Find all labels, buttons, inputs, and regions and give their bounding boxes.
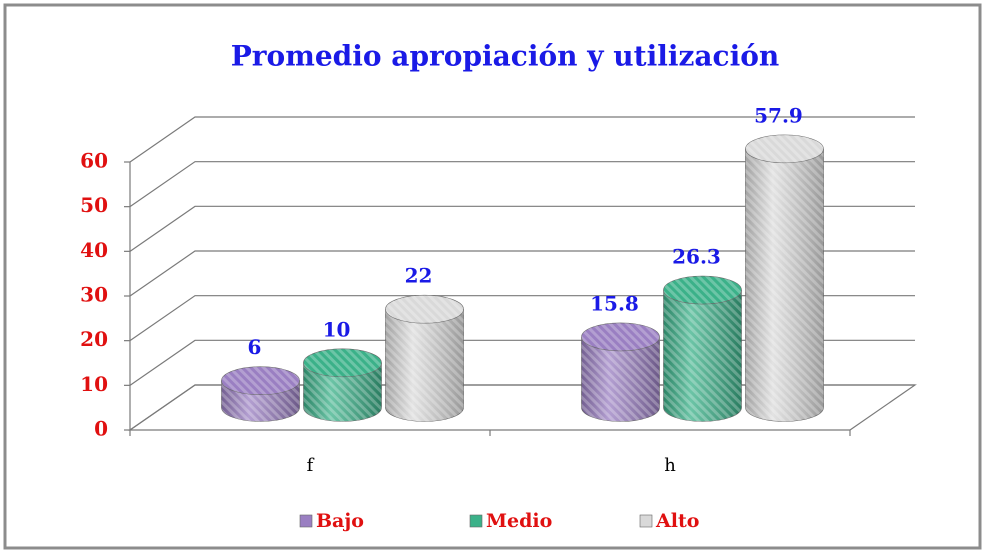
bar-hatch — [745, 148, 824, 422]
legend-label: Medio — [486, 510, 552, 532]
bar-hatch — [385, 309, 464, 422]
value-label: 15.8 — [590, 291, 639, 315]
bar-top-hatch — [581, 322, 660, 351]
bar-hatch — [663, 290, 742, 422]
legend-label: Bajo — [316, 510, 364, 532]
y-tick-label: 30 — [80, 283, 108, 307]
bar-top-hatch — [745, 134, 824, 163]
y-tick-label: 10 — [80, 372, 108, 396]
value-label: 22 — [405, 264, 433, 288]
x-tick-label: f — [307, 455, 315, 476]
y-tick-label: 40 — [80, 238, 108, 262]
grid-line — [129, 161, 915, 208]
bar-top-hatch — [385, 295, 464, 324]
bar-hatch — [303, 362, 382, 422]
bar-group: 6 — [221, 335, 300, 422]
value-label: 6 — [248, 335, 262, 359]
legend-swatch — [299, 514, 313, 528]
y-tick-label: 20 — [80, 327, 108, 351]
y-tick-label: 60 — [80, 149, 108, 173]
legend-swatch — [639, 514, 653, 528]
grid-line — [129, 205, 915, 252]
legend-swatch — [469, 514, 483, 528]
bar-group: 26.3 — [663, 245, 742, 422]
legend-label: Alto — [655, 510, 699, 532]
y-tick-label: 0 — [94, 417, 108, 441]
grid-line — [129, 116, 915, 163]
bar-top-hatch — [663, 276, 742, 305]
grid-line — [129, 250, 915, 297]
y-tick-label: 50 — [80, 193, 108, 217]
bar-hatch — [581, 336, 660, 422]
x-tick-label: h — [664, 455, 676, 476]
bar-group: 22 — [385, 264, 464, 422]
chart-title: Promedio apropiación y utilización — [231, 40, 780, 73]
frame — [3, 3, 982, 550]
bar-top-hatch — [221, 366, 300, 395]
bar-top-hatch — [303, 348, 382, 377]
value-label: 26.3 — [672, 245, 721, 269]
value-label: 57.9 — [754, 103, 803, 127]
bar-group: 15.8 — [581, 291, 660, 422]
bar-group: 10 — [303, 317, 382, 422]
value-label: 10 — [323, 317, 351, 341]
bar-group: 57.9 — [745, 103, 824, 422]
